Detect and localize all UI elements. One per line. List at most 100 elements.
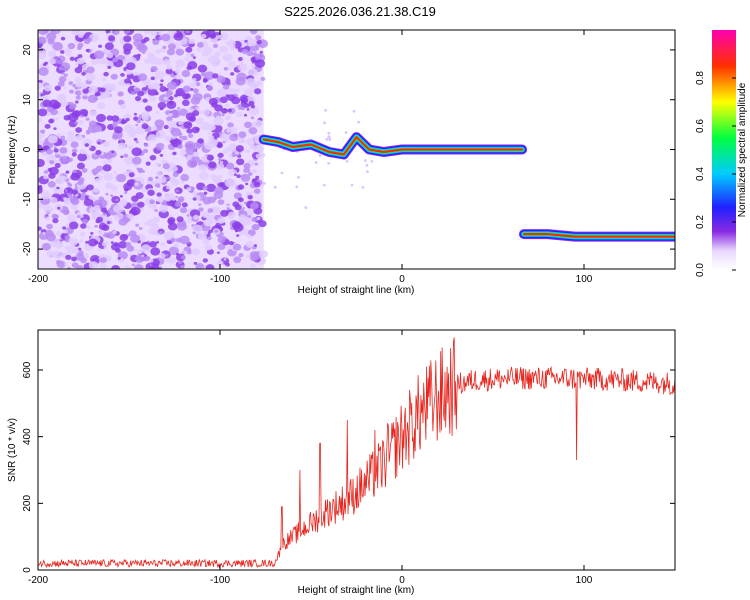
noise-speckle [166, 120, 175, 127]
noise-speckle [164, 195, 172, 202]
noise-speckle [219, 160, 224, 164]
noise-speckle [192, 142, 202, 150]
noise-speckle [352, 109, 356, 113]
noise-speckle [102, 164, 112, 172]
noise-speckle [226, 128, 232, 133]
noise-speckle [38, 67, 49, 76]
noise-speckle [249, 144, 255, 150]
noise-speckle [101, 241, 109, 247]
noise-speckle [238, 208, 244, 214]
noise-speckle [327, 131, 331, 135]
noise-speckle [207, 208, 214, 213]
noise-speckle [58, 76, 67, 83]
noise-speckle [45, 232, 56, 242]
noise-speckle [136, 46, 141, 50]
noise-speckle [350, 183, 354, 187]
noise-speckle [98, 44, 103, 48]
noise-speckle [76, 57, 85, 65]
noise-speckle [262, 182, 266, 185]
noise-speckle [297, 175, 300, 179]
noise-speckle [131, 156, 142, 165]
noise-speckle [172, 151, 177, 156]
noise-speckle [206, 183, 217, 193]
noise-speckle [87, 145, 92, 149]
noise-speckle [89, 110, 98, 117]
noise-speckle [38, 30, 49, 35]
noise-speckle [370, 160, 374, 163]
noise-speckle [87, 94, 98, 103]
noise-speckle [125, 68, 133, 75]
noise-speckle [158, 252, 166, 259]
noise-speckle [243, 113, 248, 117]
noise-speckle [232, 243, 242, 251]
noise-speckle [249, 251, 258, 258]
noise-speckle [173, 94, 178, 98]
noise-speckle [68, 81, 74, 85]
noise-speckle [144, 221, 149, 226]
noise-speckle [280, 171, 284, 175]
noise-speckle [101, 224, 110, 231]
noise-speckle [184, 57, 190, 62]
noise-speckle [100, 90, 111, 99]
noise-speckle [68, 120, 78, 128]
noise-speckle [42, 232, 46, 235]
noise-speckle [304, 206, 308, 209]
noise-speckle [365, 163, 369, 167]
noise-speckle [149, 259, 154, 263]
colorbar: 0.0 0.2 0.4 0.6 0.8 Normalized spectral ampl… [695, 30, 748, 277]
noise-speckle [80, 257, 87, 264]
noise-speckle [234, 183, 238, 187]
noise-speckle [112, 230, 117, 235]
noise-speckle [186, 214, 190, 217]
noise-speckle [113, 170, 118, 174]
noise-speckle [60, 135, 66, 140]
noise-speckle [218, 32, 229, 41]
noise-speckle [128, 230, 137, 237]
noise-speckle [137, 249, 143, 254]
noise-speckle [164, 135, 172, 142]
noise-speckle [245, 254, 251, 258]
noise-speckle [168, 246, 179, 256]
noise-speckle [345, 160, 349, 163]
noise-speckle [249, 30, 258, 35]
noise-speckle [53, 214, 59, 219]
noise-speckle [109, 221, 113, 224]
noise-speckle [224, 103, 230, 108]
noise-speckle [186, 159, 198, 168]
noise-speckle [253, 188, 261, 194]
noise-speckle [180, 180, 185, 184]
noise-speckle [138, 73, 148, 81]
noise-speckle [102, 160, 108, 165]
noise-speckle [165, 90, 174, 96]
noise-speckle [125, 117, 130, 122]
noise-speckle [62, 176, 68, 181]
noise-speckle [72, 169, 78, 174]
noise-speckle [90, 231, 94, 235]
noise-speckle [141, 50, 146, 54]
x-tick-label: -100 [210, 274, 230, 285]
noise-speckle [100, 169, 106, 175]
noise-speckle [124, 124, 135, 133]
noise-speckle [50, 30, 61, 35]
noise-speckle [214, 229, 218, 233]
noise-speckle [137, 168, 144, 174]
noise-speckle [71, 189, 79, 195]
noise-speckle [191, 126, 200, 134]
noise-speckle [202, 196, 212, 205]
noise-speckle [85, 48, 90, 53]
colorbar-tick-label: 0.4 [695, 167, 706, 181]
noise-speckle [63, 197, 67, 201]
noise-speckle [48, 118, 54, 124]
noise-speckle [78, 120, 84, 125]
noise-speckle [188, 38, 196, 45]
noise-speckle [232, 201, 240, 208]
noise-speckle [223, 66, 229, 71]
noise-speckle [60, 49, 65, 54]
noise-speckle [245, 78, 256, 87]
noise-speckle [41, 242, 52, 251]
noise-speckle [240, 97, 249, 104]
noise-speckle [170, 195, 177, 201]
noise-speckle [38, 36, 47, 44]
noise-speckle [158, 176, 167, 183]
noise-speckle [132, 33, 144, 42]
